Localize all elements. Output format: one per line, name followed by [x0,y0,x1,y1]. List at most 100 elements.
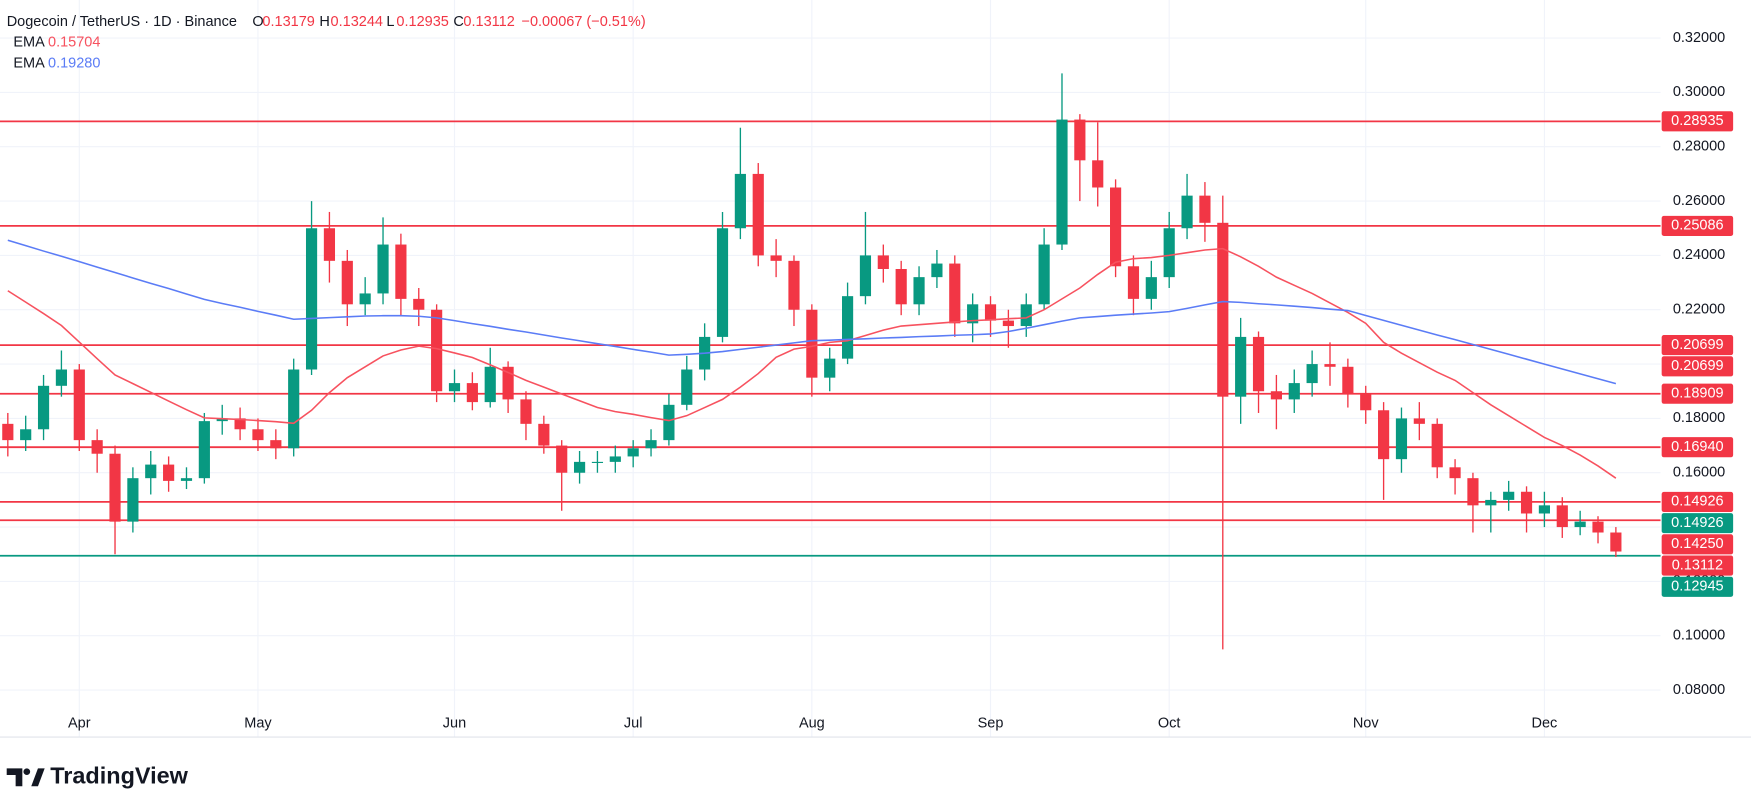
candle-body [770,255,782,261]
candle-body [1520,491,1533,514]
logo-mark [31,768,45,787]
candle-body [752,173,764,256]
candle-body [323,228,336,261]
candle-body [1056,119,1068,245]
price-label-box [1661,356,1734,377]
x-tick-label: Dec [1532,715,1558,731]
legend-name: EMA [13,56,45,72]
legend-name: EMA [13,34,45,50]
candle-body [591,461,604,463]
candle-body [913,277,925,305]
candle-body [681,369,693,405]
ema-line [7,247,1617,479]
price-label: 0.13112 [1672,557,1723,573]
candle-body [55,369,68,386]
open-label: O [252,14,263,30]
price-axis: 0.080000.100000.120000.140000.160000.180… [1661,30,1734,698]
candle-body [556,445,568,473]
candle-body [627,448,639,457]
candle-body [1092,160,1104,188]
candle-body [1288,383,1300,400]
candle-body [73,369,85,441]
y-tick-label: 0.18000 [1673,410,1725,426]
candle-body [305,228,318,370]
price-label-box [1661,534,1734,555]
high-value: 0.13244 [331,14,383,30]
legend-value: 0.15704 [48,34,100,50]
close-value: 0.13112 [463,14,514,30]
y-tick-label: 0.24000 [1673,247,1725,263]
candle-body [448,383,461,392]
candle-body [1592,521,1604,533]
candle-body [931,263,943,278]
candle-body [413,298,425,310]
y-tick-label: 0.32000 [1673,30,1725,46]
candle-body [645,440,657,449]
price-label-box [1661,513,1734,534]
candle-body [484,366,496,403]
candle-body [252,429,264,441]
candle-body [1485,499,1497,506]
candle-body [1145,277,1157,299]
candle-body [198,421,210,479]
candle-body [145,464,157,479]
y-tick-label: 0.28000 [1673,139,1725,155]
candle-body [824,358,836,378]
x-tick-label: Jul [624,715,643,731]
candle-body [1181,195,1193,229]
candle-body [1467,478,1479,506]
candle-body [1395,418,1408,460]
candle-body [716,228,729,337]
high-label: H [319,14,329,30]
price-label-box [1661,215,1734,236]
price-label-box [1661,383,1734,404]
candle-body [1610,532,1622,552]
candle-body [395,244,407,299]
candle-body [984,304,997,321]
change-value: −0.00067 (−0.51%) [522,14,646,30]
x-tick-label: Apr [68,715,91,731]
candle-body [91,440,103,454]
price-label-box [1661,437,1734,458]
candle-body [1306,364,1318,384]
price-label: 0.20699 [1671,337,1723,353]
symbol-title[interactable]: Dogecoin / TetherUS · 1D · Binance [7,14,237,30]
price-label: 0.20699 [1671,358,1723,374]
logo-mark [6,768,23,787]
candle-body [1503,491,1515,500]
candle-body [1360,393,1372,411]
candle-body [788,260,800,310]
candle-body [663,404,675,441]
y-tick-label: 0.16000 [1673,465,1725,481]
candle-body [234,418,246,430]
candle-body [180,478,193,481]
candle-body [949,263,961,324]
tradingview-logo[interactable]: TradingView [6,762,189,788]
candle-body [1235,336,1247,397]
candle-body [1038,244,1050,305]
price-label: 0.14926 [1671,515,1723,531]
open-value: 0.13179 [262,14,314,30]
candle-body [1324,364,1336,367]
candle-body [20,429,32,441]
candle-body [216,418,228,422]
candle-body [1199,195,1211,223]
candle-body [734,173,746,229]
candle-body [377,244,389,294]
candle-body [1449,467,1461,479]
candle-body [1431,423,1443,468]
grid [0,0,1661,738]
logo-dot [23,768,31,776]
y-tick-label: 0.30000 [1673,84,1725,100]
price-label: 0.28935 [1671,113,1723,129]
candle-body [163,464,175,481]
candle-body [841,296,854,359]
legend-value: 0.19280 [48,56,100,72]
y-tick-label: 0.22000 [1673,302,1725,318]
candle-body [877,255,889,269]
candle-body [1378,410,1390,460]
low-value: 0.12935 [396,14,448,30]
close-label: C [453,14,463,30]
price-label: 0.25086 [1671,218,1723,234]
